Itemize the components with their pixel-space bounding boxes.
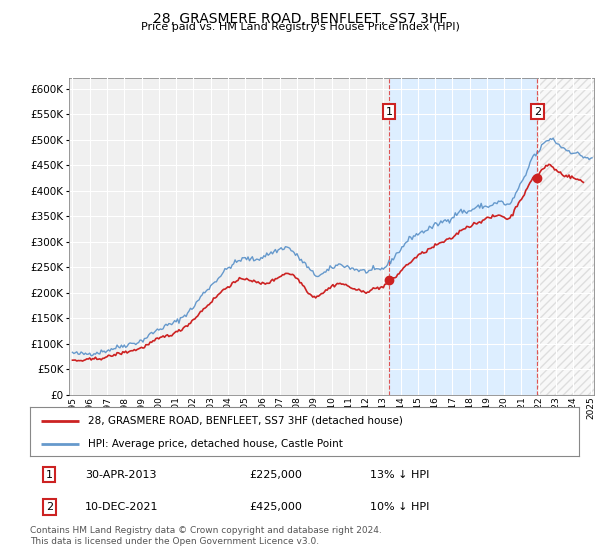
- Bar: [538, 78, 599, 395]
- Text: 28, GRASMERE ROAD, BENFLEET, SS7 3HF (detached house): 28, GRASMERE ROAD, BENFLEET, SS7 3HF (de…: [88, 416, 403, 426]
- Text: 1: 1: [46, 470, 53, 480]
- Text: 13% ↓ HPI: 13% ↓ HPI: [370, 470, 430, 480]
- Text: 2: 2: [46, 502, 53, 512]
- Text: Price paid vs. HM Land Registry's House Price Index (HPI): Price paid vs. HM Land Registry's House …: [140, 22, 460, 32]
- Text: Contains HM Land Registry data © Crown copyright and database right 2024.
This d: Contains HM Land Registry data © Crown c…: [30, 526, 382, 546]
- Text: £225,000: £225,000: [250, 470, 302, 480]
- Text: 10% ↓ HPI: 10% ↓ HPI: [370, 502, 430, 512]
- Text: 30-APR-2013: 30-APR-2013: [85, 470, 157, 480]
- Text: HPI: Average price, detached house, Castle Point: HPI: Average price, detached house, Cast…: [88, 439, 343, 449]
- Text: 2: 2: [534, 106, 541, 116]
- Text: 1: 1: [386, 106, 392, 116]
- Bar: [389, 78, 538, 395]
- Text: 10-DEC-2021: 10-DEC-2021: [85, 502, 158, 512]
- Text: £425,000: £425,000: [250, 502, 302, 512]
- Text: 28, GRASMERE ROAD, BENFLEET, SS7 3HF: 28, GRASMERE ROAD, BENFLEET, SS7 3HF: [153, 12, 447, 26]
